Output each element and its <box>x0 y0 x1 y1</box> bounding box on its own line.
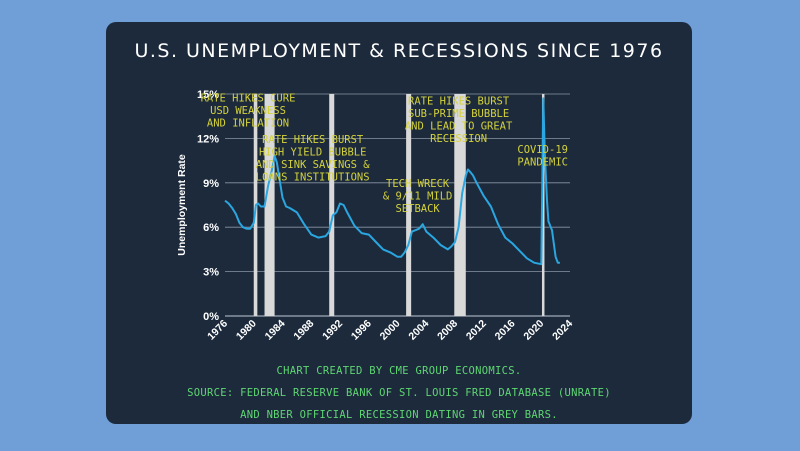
recession-bar <box>541 94 545 316</box>
annotation-text: AND LEAD TO GREAT <box>405 120 513 132</box>
annotation-text: SETBACK <box>395 203 440 215</box>
y-tick-label: 0% <box>203 311 219 323</box>
y-axis-label: Unemployment Rate <box>176 154 188 256</box>
annotation-text: RECESSION <box>430 133 487 145</box>
unemployment-chart: 0%3%6%9%12%15%1976 1980 1984 1988 1992 1996 20… <box>176 89 575 343</box>
y-tick-label: 9% <box>203 178 219 190</box>
annotation-text: COVID-19 <box>517 144 568 156</box>
recession-bar <box>264 94 275 316</box>
y-tick-label: 3% <box>203 267 219 279</box>
annotation-text: RATE HIKES BURST <box>408 95 510 107</box>
note-line-3: AND NBER OFFICIAL RECESSION DATING IN GR… <box>240 409 558 421</box>
y-tick-label: 6% <box>203 222 219 234</box>
x-tick-label: 2020 <box>521 318 546 343</box>
x-tick-label: 1984 <box>263 318 288 343</box>
x-tick-label: 2024 <box>550 318 575 343</box>
annotation-text: HIGH YIELD BUBBLE <box>259 146 366 158</box>
recession-bar <box>406 94 412 316</box>
x-tick-label: 1988 <box>291 318 316 343</box>
y-tick-label: 15% <box>197 89 219 101</box>
y-tick-label: 12% <box>197 133 219 145</box>
annotation-text: RATE HIKES CURE <box>201 92 296 104</box>
annotation-text: AND SINK SAVINGS & <box>256 159 370 171</box>
x-tick-label: 1992 <box>320 318 345 343</box>
annotation-text: AND INFLATION <box>207 117 289 129</box>
annotation-text: & 9/11 MILD <box>383 191 453 203</box>
x-tick-label: 1980 <box>234 318 259 343</box>
annotation-text: PANDEMIC <box>517 157 568 169</box>
x-tick-label: 2016 <box>493 318 518 343</box>
annotation-text: TECH WRECK <box>386 178 450 190</box>
x-tick-label: 2004 <box>406 318 431 343</box>
annotation-text: SUB-PRIME BUBBLE <box>408 108 509 120</box>
chart-title: U.S. UNEMPLOYMENT & RECESSIONS SINCE 197… <box>134 40 664 62</box>
x-tick-label: 2012 <box>464 318 489 343</box>
x-tick-label: 2008 <box>435 318 460 343</box>
note-line-2: SOURCE: FEDERAL RESERVE BANK OF ST. LOUI… <box>187 387 611 399</box>
x-tick-label: 1996 <box>349 318 374 343</box>
x-tick-label: 2000 <box>378 318 403 343</box>
annotation-text: LOANS INSTITUTIONS <box>256 171 370 183</box>
recession-bar <box>329 94 335 316</box>
chart-card: U.S. UNEMPLOYMENT & RECESSIONS SINCE 197… <box>106 22 692 424</box>
note-line-1: CHART CREATED BY CME GROUP ECONOMICS. <box>276 365 522 377</box>
unemployment-line <box>224 97 560 266</box>
chart-notes: CHART CREATED BY CME GROUP ECONOMICS. SO… <box>106 360 692 426</box>
annotation-text: RATE HIKES BURST <box>262 134 364 146</box>
annotation-text: USD WEAKNESS <box>210 105 286 117</box>
